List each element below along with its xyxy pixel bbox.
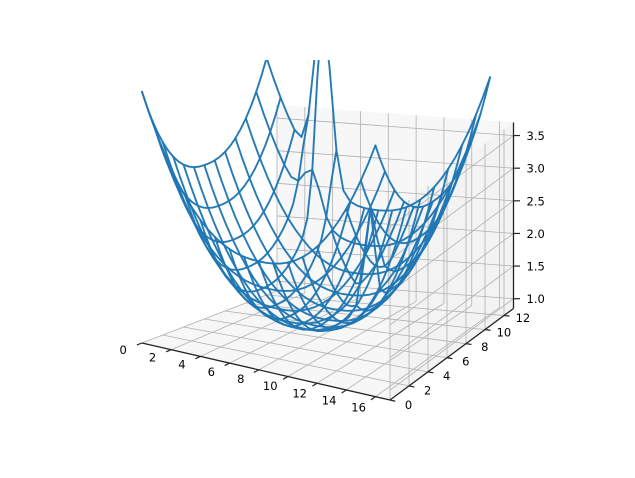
y-tick-label: 2 [424,383,431,397]
gridline-rightwall-z [389,167,514,261]
z-tick-label: 3.5 [527,129,545,143]
x-tick-label: 14 [322,393,337,407]
gridline-floor-x [375,307,500,397]
z-tick-label: 2.0 [527,227,545,241]
z-tick-label: 1.0 [527,292,545,306]
gridline-floor-y [204,318,448,359]
wireframe-line-y [286,206,408,331]
x-axis-spine [141,342,391,401]
x-tick-mark [195,355,201,360]
x-tick-mark [282,376,289,380]
wireframe-line-y [228,200,352,321]
wireframe-line-y [330,168,450,294]
wireframe-line-y [243,207,366,327]
y-tick-label: 0 [405,398,412,412]
x-tick-label: 6 [208,365,215,379]
gridline-floor-y [225,310,467,345]
y-axis-spine [389,307,514,401]
wireframe-line-y [141,60,268,169]
wireframe-line-y [359,113,478,245]
gridline-rightwall-z [389,233,514,326]
wireframe-surface [141,60,491,333]
y-tick-mark [446,357,453,360]
y-tick-label: 6 [462,354,469,368]
wireframe-line-y [170,128,296,244]
gridline-leftwall-z [276,150,514,169]
y-tick-label: 12 [516,311,531,325]
x-tick-label: 4 [178,358,185,372]
y-tick-mark [484,329,491,331]
gridline-floor-y [162,334,410,387]
y-tick-mark [427,371,434,374]
gridline-rightwall-z [389,265,514,358]
wireframe-line-y [316,186,436,312]
z-tick-label: 1.5 [527,260,545,274]
wireframe-line-y [374,76,491,209]
gridline-floor-x [200,294,333,357]
x-tick-mark [165,349,172,353]
wireframe-line-y [199,60,320,293]
x-tick-mark [341,389,347,394]
x-tick-mark [136,342,143,346]
x-tick-mark [253,369,259,373]
y-tick-mark [465,343,472,346]
y-tick-label: 10 [497,326,512,340]
y-tick-mark [408,385,415,388]
wireframe-line-y [257,209,380,331]
x-tick-label: 12 [292,386,307,400]
gridline-floor-x [316,303,445,384]
x-tick-mark [312,382,318,387]
z-tick-label: 2.5 [527,194,545,208]
x-tick-mark [224,362,230,367]
x-tick-mark [370,396,376,401]
x-tick-label: 16 [351,401,366,415]
y-tick-label: 8 [481,340,488,354]
wireframe-line-y [301,198,422,324]
y-tick-mark [389,399,396,402]
x-tick-label: 0 [119,343,126,357]
y-tick-label: 4 [443,369,450,383]
x-tick-label: 2 [149,350,156,364]
z-tick-label: 3.0 [527,162,545,176]
gridline-floor-x [287,300,417,377]
wireframe-line-y [155,96,282,209]
x-tick-label: 10 [263,379,278,393]
gridline-rightwall-z [389,200,514,293]
wireframe-line-y [272,209,394,333]
gridline-floor-y [183,326,429,373]
x-tick-label: 8 [237,372,244,386]
gridline-rightwall-z [389,298,514,391]
